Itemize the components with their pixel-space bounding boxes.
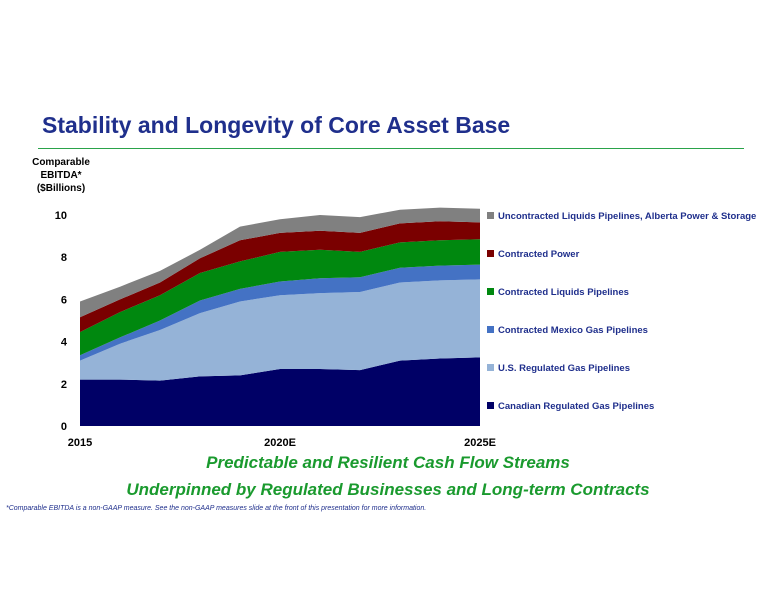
legend-swatch [487, 364, 494, 371]
footnote: *Comparable EBITDA is a non-GAAP measure… [6, 505, 427, 512]
x-tick-label: 2025E [464, 437, 496, 449]
y-tick-label: 0 [61, 421, 67, 433]
legend-label: Uncontracted Liquids Pipelines, Alberta … [498, 211, 756, 222]
y-tick-label: 2 [61, 379, 67, 391]
legend-swatch [487, 250, 494, 257]
area-series-3 [80, 239, 480, 356]
area-series-0 [80, 357, 480, 426]
y-axis-label-line: EBITDA* [40, 170, 82, 181]
x-tick-label: 2015 [68, 437, 92, 449]
page-title: Stability and Longevity of Core Asset Ba… [42, 112, 511, 138]
legend-swatch [487, 402, 494, 409]
area-series-1 [80, 279, 480, 381]
legend-label: Canadian Regulated Gas Pipelines [498, 401, 654, 412]
legend-swatch [487, 288, 494, 295]
legend-label: U.S. Regulated Gas Pipelines [498, 363, 630, 374]
y-axis-label-line: ($Billions) [36, 183, 86, 194]
y-tick-label: 10 [55, 210, 67, 222]
legend-swatch [487, 326, 494, 333]
y-tick-label: 8 [61, 252, 67, 264]
stacked-area-chart: 0 2 4 6 8 10 2015 2020E 2025E Uncontracted Liquid… [55, 207, 756, 449]
legend-swatch [487, 212, 494, 219]
title-divider [38, 148, 744, 149]
legend-label: Contracted Liquids Pipelines [498, 287, 629, 298]
legend-label: Contracted Power [498, 249, 580, 260]
y-tick-label: 4 [61, 337, 68, 349]
y-axis-label: Comparable EBITDA* ($Billions) [30, 156, 92, 195]
area-series-2 [80, 264, 480, 361]
tagline-secondary: Underpinned by Regulated Businesses and … [126, 480, 650, 499]
x-tick-label: 2020E [264, 437, 296, 449]
legend-label: Contracted Mexico Gas Pipelines [498, 325, 648, 336]
y-axis-label-line: Comparable [32, 157, 90, 168]
y-tick-label: 6 [61, 294, 67, 306]
area-series-4 [80, 221, 480, 333]
area-series-5 [80, 207, 480, 318]
tagline-primary: Predictable and Resilient Cash Flow Stre… [206, 453, 570, 472]
